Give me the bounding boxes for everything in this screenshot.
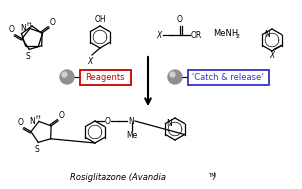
Text: Rosiglitazone (Avandia: Rosiglitazone (Avandia — [70, 173, 166, 181]
Circle shape — [168, 70, 182, 84]
Text: S: S — [35, 145, 40, 154]
Text: N: N — [30, 117, 35, 126]
Text: O: O — [177, 15, 183, 24]
Text: MeNH: MeNH — [213, 29, 238, 39]
Text: N: N — [166, 119, 172, 128]
Text: X: X — [87, 57, 93, 66]
Text: N: N — [264, 30, 270, 39]
Text: O: O — [17, 118, 23, 127]
Text: TM: TM — [209, 173, 217, 178]
Text: 'Catch & release': 'Catch & release' — [192, 73, 264, 81]
Text: H: H — [27, 22, 31, 27]
Text: S: S — [26, 52, 31, 61]
Text: ): ) — [213, 173, 216, 181]
Text: X: X — [269, 51, 274, 60]
Text: O: O — [50, 18, 56, 27]
Circle shape — [62, 72, 67, 77]
Text: N: N — [128, 116, 134, 125]
Text: Reagents: Reagents — [85, 73, 125, 81]
Text: O: O — [59, 111, 65, 120]
Text: O: O — [8, 25, 14, 34]
Text: N: N — [21, 24, 27, 33]
Circle shape — [170, 72, 175, 77]
Text: X: X — [156, 30, 162, 40]
Text: OR: OR — [191, 30, 202, 40]
Text: O: O — [105, 116, 111, 125]
FancyBboxPatch shape — [188, 70, 268, 84]
Text: OH: OH — [94, 15, 106, 24]
FancyBboxPatch shape — [79, 70, 130, 84]
Circle shape — [60, 70, 74, 84]
Text: Me: Me — [126, 131, 137, 140]
Text: 2: 2 — [236, 33, 240, 39]
Text: H: H — [36, 115, 40, 120]
